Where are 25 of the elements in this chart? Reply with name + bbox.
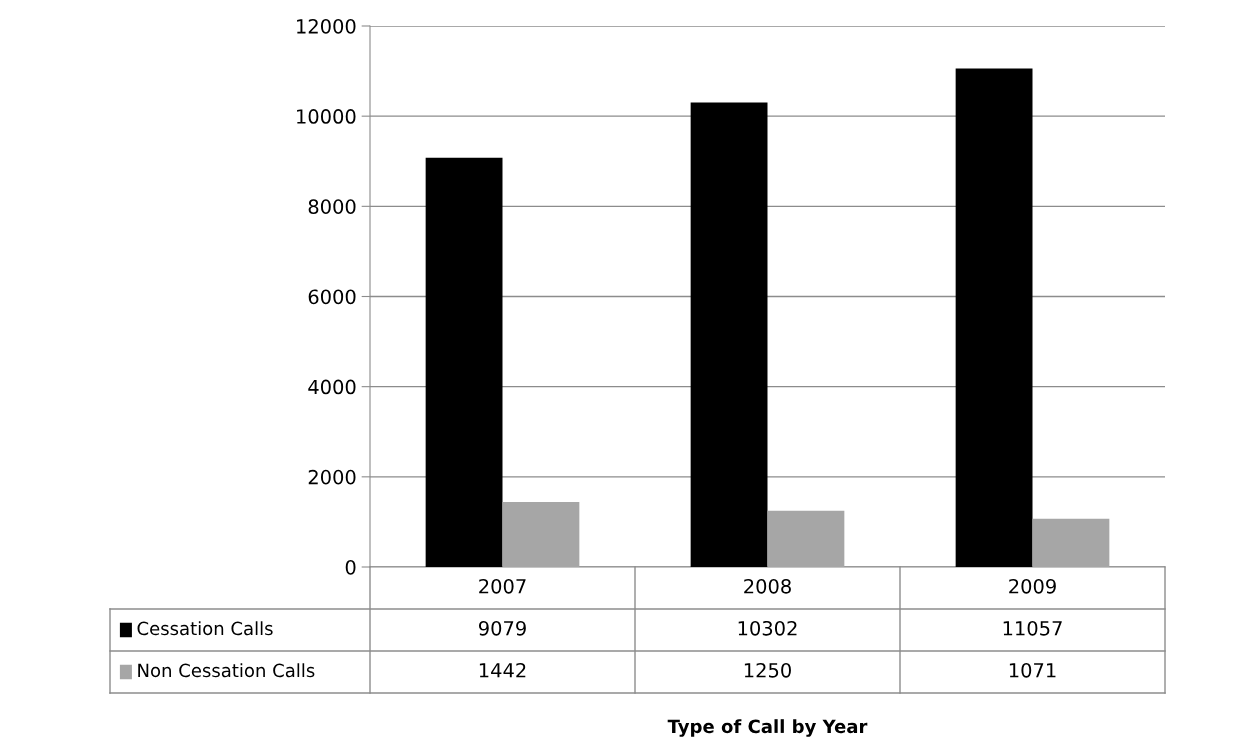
data-label: 10302 (738, 620, 797, 636)
legend-label: Non Cessation Calls (138, 663, 315, 678)
y-tick-label: 12000 (297, 18, 356, 34)
x-tick-label: 2008 (744, 578, 791, 594)
bar (767, 510, 845, 567)
data-label: 1071 (1009, 662, 1056, 678)
y-tick-label: 8000 (308, 199, 356, 214)
bar (1032, 518, 1110, 567)
y-tick-label: 10000 (297, 109, 356, 124)
y-tick-label: 4000 (308, 379, 356, 395)
bar (425, 157, 503, 567)
data-label: 1442 (479, 662, 526, 678)
bar (502, 501, 580, 567)
x-tick-label: 2007 (479, 578, 526, 594)
bar (690, 102, 768, 567)
y-tick-label: 2000 (308, 469, 356, 485)
data-label: 9079 (478, 620, 526, 636)
y-tick-label: 0 (345, 559, 356, 575)
legend-label: Cessation Calls (137, 621, 273, 636)
data-label: 1250 (744, 662, 791, 678)
y-tick-label: 6000 (308, 289, 356, 305)
x-tick-label: 2009 (1009, 578, 1056, 594)
bar (955, 68, 1033, 567)
text: Type of Call by Year (667, 719, 868, 737)
data-label: 11057 (1003, 620, 1062, 636)
